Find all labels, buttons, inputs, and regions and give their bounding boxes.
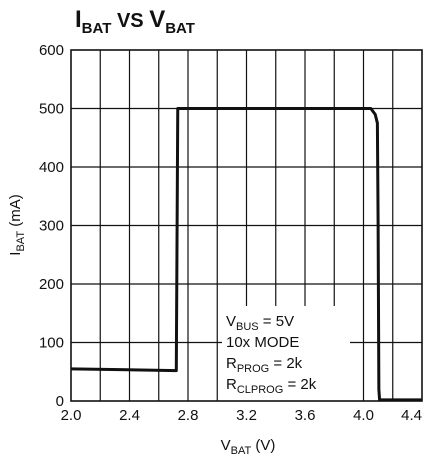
title-i: I bbox=[75, 6, 82, 33]
annotation-background bbox=[222, 306, 350, 402]
xlabel-sub: BAT bbox=[231, 445, 252, 457]
title-vs: VS bbox=[111, 10, 149, 32]
y-tick-label: 200 bbox=[39, 276, 64, 293]
annotation-line: 10x MODE bbox=[226, 334, 299, 351]
annotation-line: RCLPROG = 2k bbox=[226, 376, 317, 396]
y-tick-label: 100 bbox=[39, 335, 64, 352]
title-i-sub: BAT bbox=[82, 20, 112, 37]
annotation-line: VBUS = 5V bbox=[226, 313, 294, 333]
plot-frame bbox=[70, 49, 423, 402]
y-tick-label: 400 bbox=[39, 159, 64, 176]
ylabel-main: I bbox=[7, 252, 24, 256]
y-tick-label: 0 bbox=[56, 393, 64, 410]
x-tick-label: 4.0 bbox=[353, 407, 374, 424]
y-tick-label: 300 bbox=[39, 218, 64, 235]
title-v: V bbox=[149, 6, 165, 33]
x-tick-label: 2.4 bbox=[119, 407, 140, 424]
xlabel-main: V bbox=[221, 437, 231, 454]
title-v-sub: BAT bbox=[165, 20, 195, 37]
xlabel-rest: (V) bbox=[251, 437, 275, 454]
annotation-line: RPROG = 2k bbox=[226, 355, 303, 375]
ylabel-sub: BAT bbox=[15, 231, 27, 252]
x-axis-label: VBAT (V) bbox=[221, 437, 276, 457]
series-line bbox=[70, 107, 422, 402]
x-tick-label: 3.6 bbox=[295, 407, 316, 424]
x-tick-label: 2.0 bbox=[61, 407, 82, 424]
x-tick-label: 3.2 bbox=[236, 407, 257, 424]
chart-title: IBAT VS VBAT bbox=[75, 6, 195, 37]
y-tick-label: 600 bbox=[39, 42, 64, 59]
y-tick-label: 500 bbox=[39, 101, 64, 118]
y-axis-label: IBAT (mA) bbox=[7, 194, 27, 255]
x-tick-label: 2.8 bbox=[178, 407, 199, 424]
x-tick-label: 4.4 bbox=[401, 407, 422, 424]
tick-labels: 2.0 2.4 2.8 3.2 3.6 4.0 4.4 0 100 200 300 400 500 600 bbox=[39, 42, 422, 424]
ylabel-rest: (mA) bbox=[7, 194, 24, 231]
